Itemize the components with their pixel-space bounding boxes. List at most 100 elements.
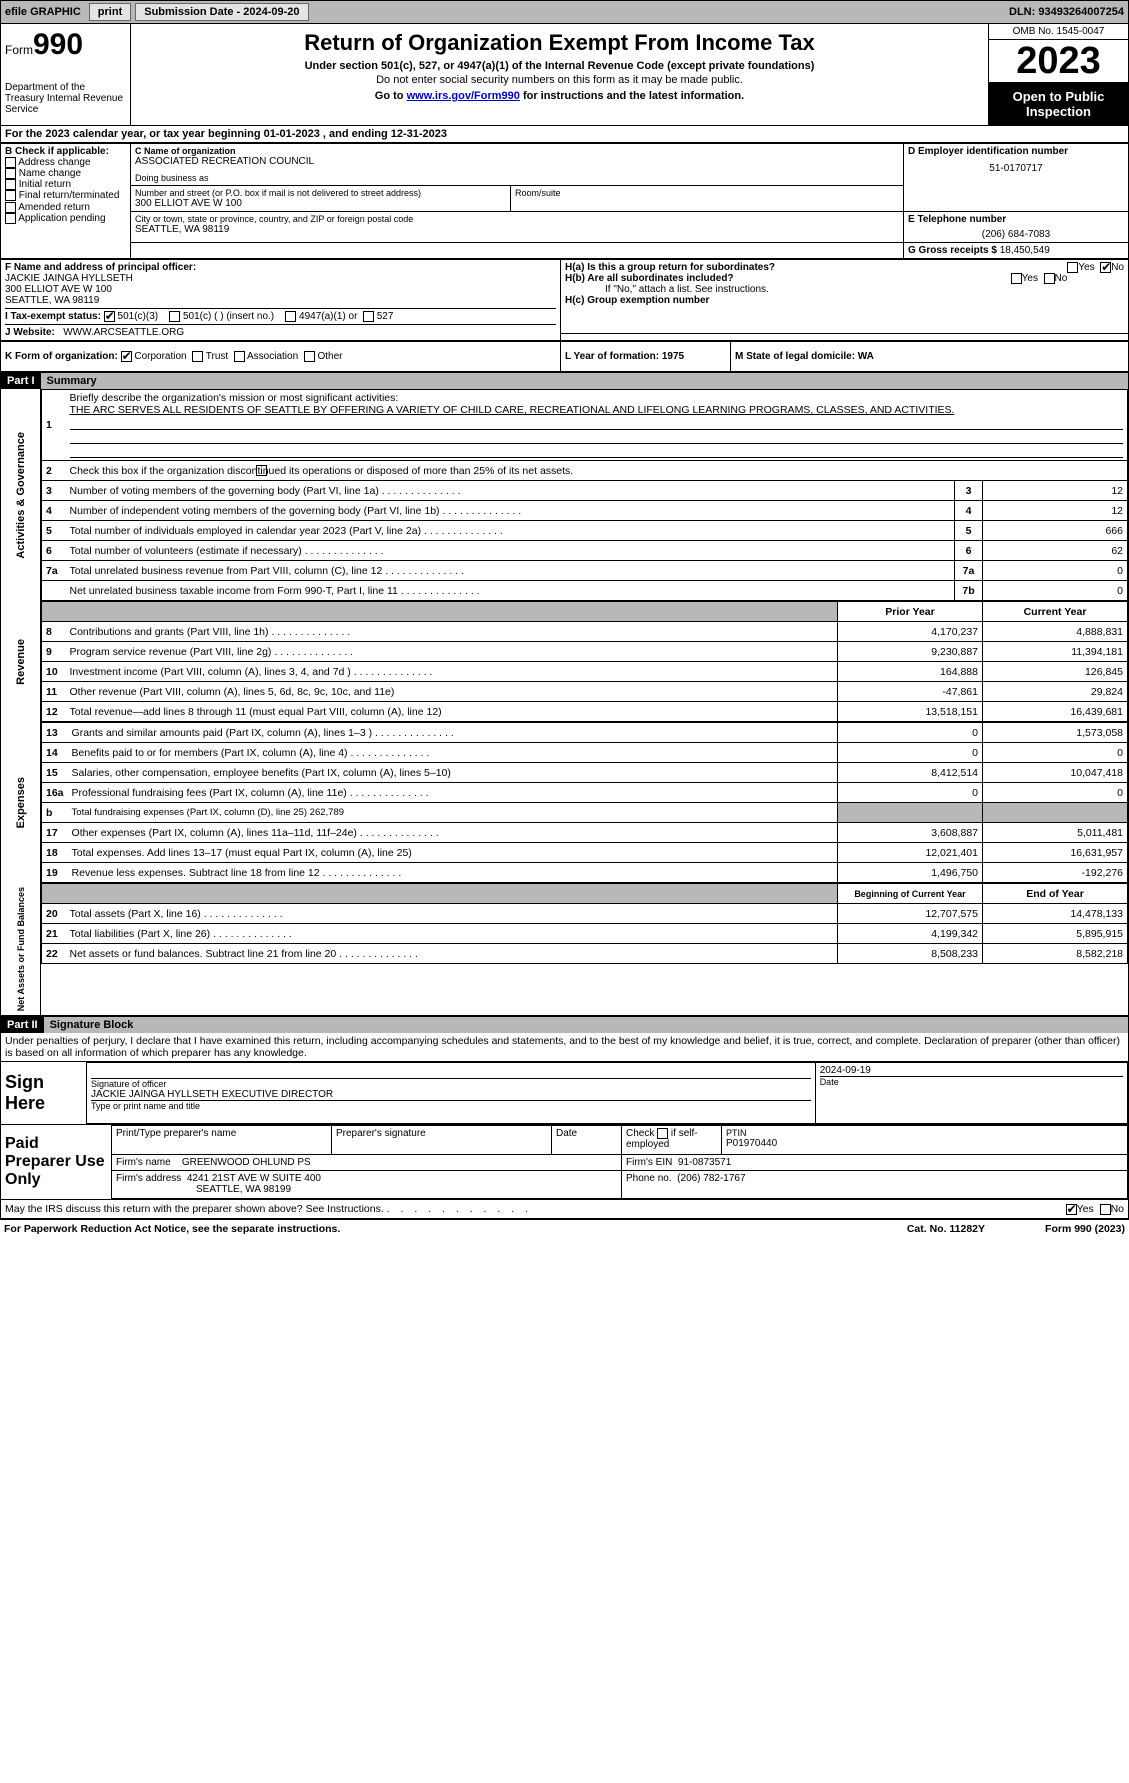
k-corp-checkbox[interactable] (121, 351, 132, 362)
line5: Total number of individuals employed in … (66, 521, 955, 541)
street-value: 300 ELLIOT AVE W 100 (135, 198, 506, 209)
initial-return-checkbox[interactable] (5, 179, 16, 190)
p15: 8,412,514 (838, 763, 983, 783)
app-pending-checkbox[interactable] (5, 213, 16, 224)
line21: Total liabilities (Part X, line 26) (66, 924, 838, 944)
footer-mid: Cat. No. 11282Y (907, 1223, 985, 1235)
part2-hdr: Part II (1, 1017, 44, 1033)
box-l: L Year of formation: 1975 (561, 342, 731, 372)
501c-checkbox[interactable] (169, 311, 180, 322)
fh-block: F Name and address of principal officer:… (0, 259, 1129, 341)
p17: 3,608,887 (838, 823, 983, 843)
na-side: Net Assets or Fund Balances (1, 883, 41, 1015)
final-return-checkbox[interactable] (5, 190, 16, 201)
c16b (983, 803, 1128, 823)
part1-header: Part I Summary (0, 372, 1129, 389)
goto-link[interactable]: www.irs.gov/Form990 (407, 90, 520, 102)
dba-label: Doing business as (135, 173, 899, 183)
line7b: Net unrelated business taxable income fr… (66, 581, 955, 601)
c18: 16,631,957 (983, 843, 1128, 863)
box-d: D Employer identification number 51-0170… (904, 144, 1129, 212)
box-j-label: J Website: (5, 327, 55, 338)
i-o1: 501(c)(3) (118, 311, 159, 322)
p14: 0 (838, 743, 983, 763)
box-c-street: Number and street (or P.O. box if mail i… (131, 186, 511, 212)
hb-yes-checkbox[interactable] (1011, 273, 1022, 284)
na-label: Net Assets or Fund Balances (14, 883, 28, 1015)
beg-hdr: Beginning of Current Year (838, 884, 983, 904)
h-spacer (561, 333, 1129, 341)
goto-suffix: for instructions and the latest informat… (523, 90, 744, 102)
hb-note: If "No," attach a list. See instructions… (565, 284, 1124, 295)
firm-phone-value: (206) 782-1767 (677, 1173, 745, 1184)
amended-return-checkbox[interactable] (5, 202, 16, 213)
header-right: OMB No. 1545-0047 2023 Open to Public In… (988, 24, 1128, 125)
line-a: For the 2023 calendar year, or tax year … (0, 126, 1129, 143)
sign-table: Signature of officer JACKIE JAINGA HYLLS… (86, 1062, 1128, 1124)
firm-phone-cell: Phone no. (206) 782-1767 (622, 1171, 1128, 1199)
exp-table: 13Grants and similar amounts paid (Part … (41, 722, 1128, 883)
line11: Other revenue (Part VIII, column (A), li… (66, 682, 838, 702)
ha-yes-checkbox[interactable] (1067, 262, 1078, 273)
form-header: Form990 Department of the Treasury Inter… (0, 24, 1129, 126)
ag-label: Activities & Governance (13, 428, 29, 563)
sig-date-cell: 2024-09-19 Date (815, 1063, 1127, 1124)
footer-right: Form 990 (2023) (1045, 1223, 1125, 1235)
discuss-yes: Yes (1077, 1203, 1094, 1215)
firm-ein-value: 91-0873571 (678, 1157, 731, 1168)
opt-0: Address change (18, 157, 90, 168)
addr-change-checkbox[interactable] (5, 157, 16, 168)
prep-col5: PTIN P01970440 (722, 1126, 1128, 1154)
p12: 13,518,151 (838, 702, 983, 722)
v6: 62 (983, 541, 1128, 561)
line3: Number of voting members of the governin… (66, 481, 955, 501)
k-other-checkbox[interactable] (304, 351, 315, 362)
preparer-left-label: Paid Preparer Use Only (1, 1125, 111, 1199)
line2-checkbox[interactable] (256, 465, 267, 476)
self-employed-checkbox[interactable] (657, 1128, 668, 1139)
box-c-city: City or town, state or province, country… (131, 212, 904, 243)
officer-addr1: 300 ELLIOT AVE W 100 (5, 284, 556, 295)
discuss-no: No (1111, 1203, 1124, 1215)
k-o3: Association (247, 351, 298, 362)
hb-label: H(b) Are all subordinates included? (565, 273, 734, 284)
ha-no: No (1111, 262, 1124, 273)
print-button[interactable]: print (89, 3, 131, 21)
k-trust-checkbox[interactable] (192, 351, 203, 362)
discuss-no-checkbox[interactable] (1100, 1204, 1111, 1215)
p18: 12,021,401 (838, 843, 983, 863)
c9: 11,394,181 (983, 642, 1128, 662)
k-o4: Other (317, 351, 342, 362)
blank-cell (131, 243, 904, 259)
i-o4: 527 (377, 311, 394, 322)
discuss-yes-checkbox[interactable] (1066, 1204, 1077, 1215)
opt-1: Name change (19, 168, 81, 179)
4947-checkbox[interactable] (285, 311, 296, 322)
v3: 12 (983, 481, 1128, 501)
527-checkbox[interactable] (363, 311, 374, 322)
p19: 1,496,750 (838, 863, 983, 883)
p20: 12,707,575 (838, 904, 983, 924)
ha-no-checkbox[interactable] (1100, 262, 1111, 273)
hb-no-checkbox[interactable] (1044, 273, 1055, 284)
preparer-block: Paid Preparer Use Only Print/Type prepar… (0, 1125, 1129, 1200)
sig-officer-cell: Signature of officer JACKIE JAINGA HYLLS… (87, 1063, 816, 1124)
prep-check-label: Check (626, 1128, 654, 1139)
hb-yes: Yes (1022, 273, 1038, 284)
gross-label: G Gross receipts $ (908, 245, 997, 256)
submission-date-button[interactable]: Submission Date - 2024-09-20 (135, 3, 308, 21)
k-assoc-checkbox[interactable] (234, 351, 245, 362)
c19: -192,276 (983, 863, 1128, 883)
klm-block: K Form of organization: Corporation Trus… (0, 341, 1129, 372)
box-k: K Form of organization: Corporation Trus… (1, 342, 561, 372)
firm-addr-label: Firm's address (116, 1173, 181, 1184)
c14: 0 (983, 743, 1128, 763)
501c3-checkbox[interactable] (104, 311, 115, 322)
goto-prefix: Go to (375, 90, 407, 102)
name-label: C Name of organization (135, 146, 899, 156)
name-change-checkbox[interactable] (5, 168, 16, 179)
officer-name: JACKIE JAINGA HYLLSETH (5, 273, 556, 284)
sig-date-label: Date (820, 1077, 1123, 1087)
header-left: Form990 Department of the Treasury Inter… (1, 24, 131, 125)
line4: Number of independent voting members of … (66, 501, 955, 521)
